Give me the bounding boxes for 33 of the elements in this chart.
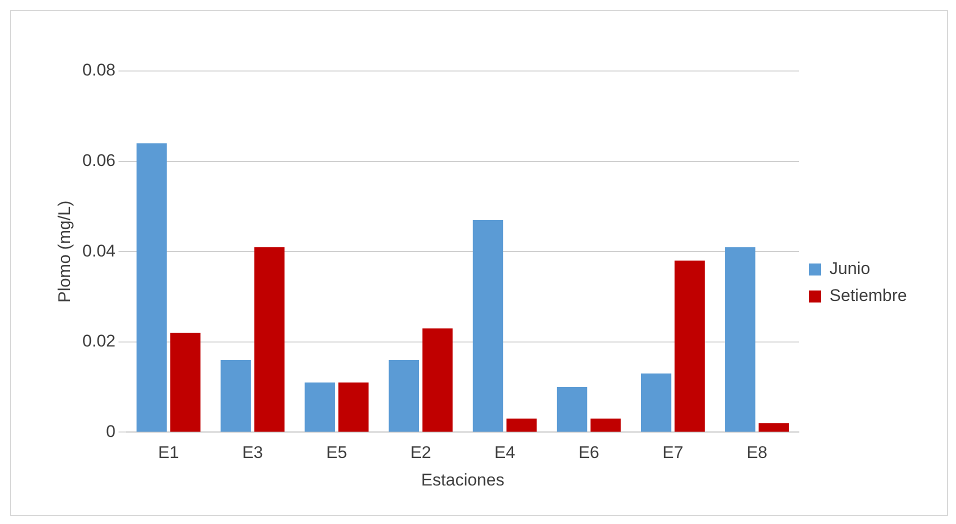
- y-axis-title: Plomo (mg/L): [54, 200, 74, 303]
- bar: [472, 220, 504, 432]
- bar: [388, 360, 420, 432]
- bar: [506, 418, 537, 432]
- x-tick-label: E7: [662, 443, 684, 462]
- legend-label: Setiembre: [830, 286, 908, 306]
- x-tick-label: E8: [746, 443, 768, 462]
- bar: [674, 260, 705, 432]
- y-tick-label: 0.04: [82, 241, 116, 260]
- bar: [640, 374, 672, 432]
- bar: [220, 360, 251, 432]
- bar: [304, 382, 335, 432]
- bar: [556, 387, 588, 432]
- bar: [170, 332, 200, 432]
- bar: [338, 382, 369, 432]
- bar: [590, 418, 621, 432]
- legend-label: Junio: [830, 259, 870, 278]
- y-tick-label: 0.08: [82, 60, 116, 80]
- x-tick-label: E5: [326, 443, 348, 462]
- y-tick-label: 0.06: [82, 150, 116, 170]
- x-tick-label: E2: [410, 443, 432, 462]
- bar: [725, 247, 756, 432]
- x-tick-label: E4: [494, 443, 516, 462]
- x-tick-label: E1: [158, 443, 179, 462]
- x-tick-label: E6: [578, 443, 600, 462]
- bar: [136, 143, 167, 432]
- x-axis-title: Estaciones: [421, 470, 504, 490]
- bar: [422, 328, 453, 432]
- bar: [254, 247, 285, 432]
- y-tick-label: 0: [106, 422, 116, 441]
- y-tick-label: 0.02: [82, 332, 116, 351]
- x-tick-label: E3: [242, 443, 263, 462]
- bar: [758, 423, 789, 432]
